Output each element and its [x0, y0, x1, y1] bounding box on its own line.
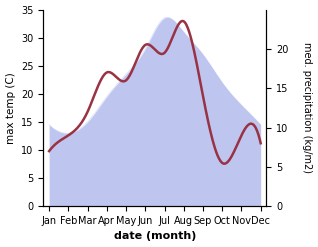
X-axis label: date (month): date (month)	[114, 231, 196, 242]
Y-axis label: max temp (C): max temp (C)	[5, 72, 16, 144]
Y-axis label: med. precipitation (kg/m2): med. precipitation (kg/m2)	[302, 42, 313, 173]
